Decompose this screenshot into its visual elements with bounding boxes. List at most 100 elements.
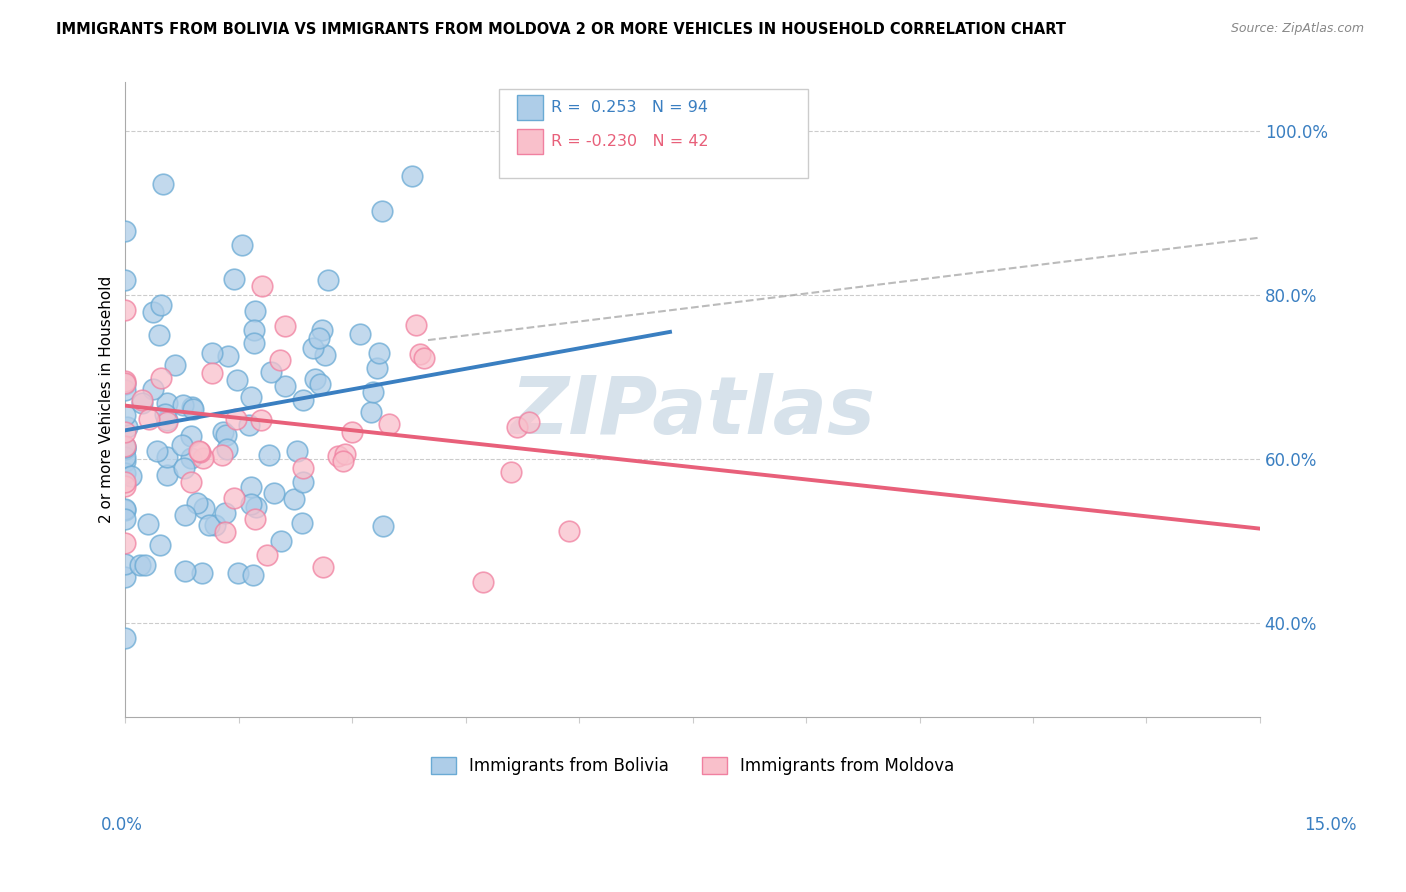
Point [240, 497, 263, 511]
Point [302, 341, 325, 355]
Point [152, 177, 174, 191]
Point [326, 449, 349, 463]
Point [292, 393, 315, 408]
Point [114, 383, 136, 397]
Point [180, 451, 202, 466]
Point [226, 373, 249, 387]
Point [188, 445, 211, 459]
Point [361, 385, 384, 400]
Point [304, 372, 326, 386]
Point [332, 454, 354, 468]
Point [114, 570, 136, 584]
Point [180, 475, 202, 489]
Point [259, 365, 281, 379]
Text: 0.0%: 0.0% [101, 816, 143, 834]
Point [270, 533, 292, 548]
Point [145, 444, 167, 458]
Point [114, 512, 136, 526]
Point [134, 558, 156, 572]
Point [142, 304, 165, 318]
Point [173, 508, 195, 523]
Point [238, 417, 260, 432]
Point [243, 304, 266, 318]
Point [242, 567, 264, 582]
Point [308, 376, 330, 391]
Point [187, 444, 209, 458]
Point [114, 475, 136, 489]
Point [201, 346, 224, 360]
Point [114, 374, 136, 388]
Point [214, 506, 236, 520]
Point [141, 383, 163, 397]
Text: IMMIGRANTS FROM BOLIVIA VS IMMIGRANTS FROM MOLDOVA 2 OR MORE VEHICLES IN HOUSEHO: IMMIGRANTS FROM BOLIVIA VS IMMIGRANTS FR… [56, 22, 1066, 37]
Point [114, 440, 136, 454]
Point [114, 466, 136, 480]
Point [217, 349, 239, 363]
Point [120, 468, 142, 483]
Point [283, 492, 305, 507]
Point [212, 425, 235, 439]
Point [114, 425, 136, 440]
Point [156, 413, 179, 427]
Point [378, 417, 401, 431]
Point [215, 442, 238, 456]
Point [506, 420, 529, 434]
Text: Source: ZipAtlas.com: Source: ZipAtlas.com [1230, 22, 1364, 36]
Point [243, 322, 266, 336]
Point [335, 447, 357, 461]
Point [405, 318, 427, 332]
Point [156, 415, 179, 429]
Point [360, 405, 382, 419]
Point [243, 511, 266, 525]
Point [131, 395, 153, 409]
Point [224, 271, 246, 285]
Point [366, 360, 388, 375]
Point [228, 566, 250, 580]
Point [211, 448, 233, 462]
Point [114, 224, 136, 238]
Point [180, 428, 202, 442]
Point [181, 402, 204, 417]
Point [114, 376, 136, 390]
Point [231, 237, 253, 252]
Point [149, 538, 172, 552]
Point [173, 398, 195, 412]
Point [174, 564, 197, 578]
Point [409, 347, 432, 361]
Point [501, 465, 523, 479]
Point [114, 442, 136, 456]
Point [114, 273, 136, 287]
Point [170, 438, 193, 452]
Point [114, 408, 136, 422]
Point [201, 366, 224, 380]
Point [225, 411, 247, 425]
Point [239, 391, 262, 405]
Point [215, 428, 238, 442]
Point [274, 379, 297, 393]
Legend: Immigrants from Bolivia, Immigrants from Moldova: Immigrants from Bolivia, Immigrants from… [425, 750, 962, 782]
Point [190, 566, 212, 580]
Point [274, 318, 297, 333]
Point [138, 412, 160, 426]
Text: R =  0.253   N = 94: R = 0.253 N = 94 [551, 101, 709, 115]
Point [401, 169, 423, 183]
Point [165, 359, 187, 373]
Point [557, 524, 579, 539]
Point [131, 392, 153, 407]
Point [250, 413, 273, 427]
Point [349, 326, 371, 341]
Point [197, 517, 219, 532]
Point [114, 536, 136, 550]
Y-axis label: 2 or more Vehicles in Household: 2 or more Vehicles in Household [100, 276, 114, 523]
Point [117, 420, 139, 434]
Point [214, 524, 236, 539]
Point [314, 348, 336, 362]
Point [156, 396, 179, 410]
Point [250, 279, 273, 293]
Point [517, 416, 540, 430]
Point [412, 351, 434, 365]
Point [114, 376, 136, 391]
Point [371, 203, 394, 218]
Point [256, 548, 278, 562]
Point [316, 272, 339, 286]
